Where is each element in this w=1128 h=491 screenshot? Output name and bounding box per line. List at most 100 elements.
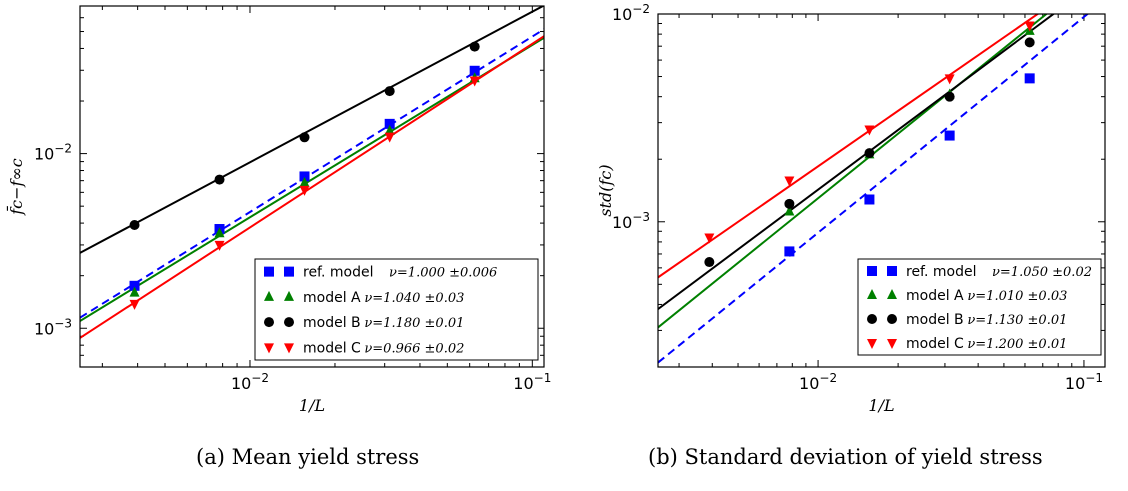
data-point: [469, 76, 480, 87]
data-layer: [658, 14, 1090, 364]
legend-marker: [867, 266, 877, 276]
legend-series-name: model A: [906, 288, 964, 304]
data-point: [129, 299, 140, 310]
x-tick-label: 10−1: [513, 371, 551, 393]
fit-line: [658, 14, 1090, 364]
legend-series-name: model B: [906, 312, 964, 328]
legend-nu-value: ν=1.180 ±0.01: [364, 316, 464, 331]
data-point: [129, 286, 140, 297]
legend-marker: [264, 266, 274, 277]
fit-line: [80, 28, 544, 319]
legend-series-name: ref. model: [303, 265, 373, 281]
fit-line: [80, 6, 544, 254]
y-axis-label: std(fc): [596, 164, 615, 216]
legend-nu-value: ν=1.010 ±0.03: [967, 289, 1067, 304]
legend-nu-value: ν=0.966 ±0.02: [364, 341, 464, 356]
data-point: [214, 240, 225, 251]
x-axis-label: 1/L: [868, 396, 894, 415]
legend-marker: [284, 317, 294, 328]
x-axis-label: 1/L: [299, 396, 325, 415]
legend-series-name: ref. model: [906, 264, 976, 280]
legend-nu-value: ν=1.040 ±0.03: [364, 291, 464, 306]
data-point: [214, 227, 225, 238]
data-point: [384, 118, 395, 129]
legend-marker: [887, 266, 897, 276]
legend-marker: [264, 317, 274, 328]
data-point: [299, 132, 310, 143]
data-point: [469, 41, 480, 52]
chart-panel-a: 10−2 10−1 10−3 10−2 1/L f̄c−f∞c ref. model ν=1.…: [5, 5, 551, 415]
legend-box: [857, 258, 1102, 356]
data-point: [944, 74, 955, 85]
legend-marker: [284, 343, 294, 354]
x-tick-label: 10−2: [231, 371, 269, 393]
data-point: [864, 125, 875, 136]
legend-nu-value: ν=1.130 ±0.01: [967, 313, 1067, 328]
data-point: [384, 124, 395, 135]
data-point: [1024, 73, 1035, 84]
legend-marker: [284, 290, 294, 301]
data-layer: [80, 6, 544, 339]
legend-series-name: model B: [303, 315, 361, 331]
caption-b-text: Standard deviation of yield stress: [684, 445, 1043, 469]
y-tick-label: 10−2: [34, 142, 72, 164]
legend-marker: [867, 314, 877, 324]
y-tick-label: 10−3: [34, 316, 72, 338]
y-tick-label: 10−2: [612, 2, 650, 24]
data-point: [299, 185, 310, 196]
legend-series-name: model C: [303, 340, 361, 356]
caption-a-text: Mean yield stress: [231, 445, 420, 469]
legend-series-name: model A: [303, 290, 361, 306]
data-point: [784, 198, 795, 209]
legend-marker: [887, 339, 897, 349]
data-point: [704, 233, 715, 244]
fit-line: [658, 14, 1040, 279]
x-tick-label: 10−1: [1065, 371, 1103, 393]
caption-a-label: (a): [196, 445, 225, 469]
fit-line: [80, 36, 544, 322]
legend-nu-value: ν=1.000 ±0.006: [389, 266, 497, 281]
data-point: [784, 176, 795, 187]
data-point: [1024, 37, 1035, 48]
plot-frame: [657, 13, 1106, 368]
legend-box: [254, 258, 539, 361]
legend-marker: [284, 266, 294, 277]
plot-frame: [79, 5, 545, 368]
data-point: [704, 257, 715, 268]
legend-marker: [264, 290, 274, 301]
legend-marker: [887, 314, 897, 324]
tick-marks: [80, 5, 544, 368]
data-point: [784, 205, 795, 216]
legend-nu-value: ν=1.050 ±0.02: [992, 265, 1092, 280]
data-point: [944, 130, 955, 141]
caption-b-label: (b): [648, 445, 678, 469]
data-point: [299, 171, 310, 182]
data-point: [469, 65, 480, 76]
legend-series-name: model C: [906, 336, 964, 352]
legend-marker: [264, 343, 274, 354]
legend-marker: [867, 339, 877, 349]
data-point: [129, 280, 140, 291]
data-point: [864, 194, 875, 205]
y-axis-label: f̄c−f∞c: [5, 158, 26, 216]
data-point: [299, 176, 310, 187]
data-point: [214, 174, 225, 185]
data-point: [864, 148, 875, 159]
data-point: [784, 246, 795, 257]
caption-b: (b) Standard deviation of yield stress: [648, 445, 1043, 469]
x-tick-label: 10−2: [799, 371, 837, 393]
fit-line: [80, 35, 544, 339]
fit-line: [658, 14, 1056, 310]
legend-nu-value: ν=1.200 ±0.01: [967, 337, 1067, 352]
fit-line: [658, 14, 1048, 329]
data-point: [129, 220, 140, 231]
figure-canvas: 10−2 10−1 10−3 10−2 1/L f̄c−f∞c ref. model ν=1.…: [5, 2, 1106, 415]
chart-panel-b: 10−2 10−1 10−3 10−2 1/L std(fc) ref. model ν=1.…: [596, 2, 1106, 415]
legend-marker: [887, 289, 897, 299]
legend-marker: [867, 289, 877, 299]
y-tick-label: 10−3: [612, 210, 650, 232]
data-point: [384, 86, 395, 97]
data-point: [944, 91, 955, 102]
